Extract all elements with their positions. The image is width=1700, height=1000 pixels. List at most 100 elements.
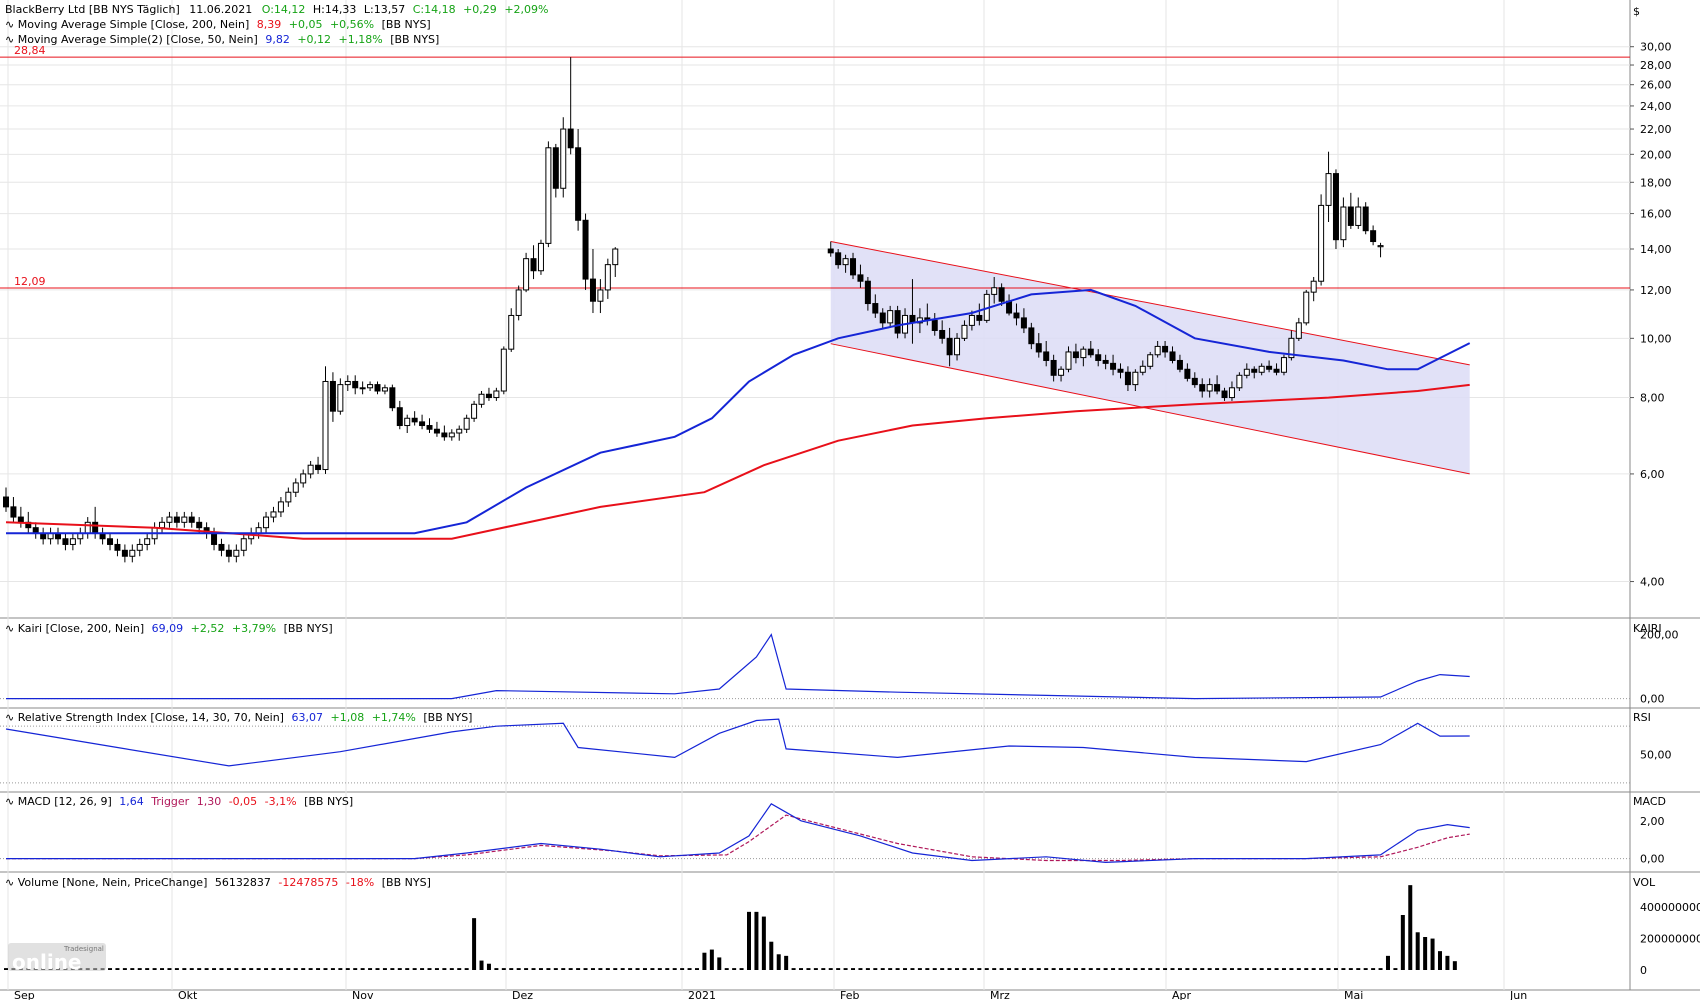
volume-bar	[1125, 968, 1130, 970]
volume-bar	[108, 968, 113, 970]
volume-bar	[442, 968, 447, 970]
logo-brand: Tradesignal	[63, 945, 104, 953]
open-value: O:14,12	[262, 3, 306, 16]
macd-tick-label: 2,00	[1640, 815, 1665, 828]
volume-bar	[1356, 968, 1361, 970]
candle-down	[329, 380, 336, 412]
candle-up	[1355, 206, 1362, 226]
ma50-icon: ∿	[5, 33, 14, 46]
volume-bar	[657, 968, 662, 970]
candle-up	[1154, 345, 1161, 356]
volume-bar	[538, 968, 543, 970]
symbol-name: BlackBerry Ltd [BB NYS Täglich]	[5, 3, 180, 16]
volume-bar	[531, 968, 536, 970]
candle-down	[225, 549, 232, 557]
volume-bar	[1393, 968, 1398, 970]
candle-down	[1273, 368, 1280, 373]
volume-bar	[784, 955, 789, 970]
volume-bar	[301, 968, 306, 970]
month-label: 2021	[688, 989, 716, 1000]
candle-down	[433, 428, 440, 434]
volume-bar	[4, 968, 8, 970]
kairi-axis-label: KAIRI	[1633, 622, 1662, 635]
candle-up	[448, 432, 455, 438]
candle-down	[552, 147, 559, 189]
volume-bar	[1148, 968, 1153, 970]
volume-bar	[1222, 968, 1227, 970]
candle-up	[1058, 368, 1065, 376]
volume-bar	[806, 968, 811, 970]
volume-bar	[1007, 968, 1012, 970]
volume-bar	[509, 968, 514, 970]
volume-bar	[1371, 968, 1376, 970]
volume-bar	[903, 968, 908, 970]
candle-down	[939, 329, 946, 339]
volume-bar	[1430, 938, 1435, 970]
candle-up	[292, 482, 299, 493]
volume-bar	[1259, 968, 1264, 970]
candle-down	[1095, 354, 1102, 361]
kairi-pct: +3,79%	[232, 622, 276, 635]
ma50-pct: +1,18%	[339, 33, 383, 46]
volume-change: -12478575	[278, 876, 338, 889]
volume-bar	[1385, 955, 1390, 970]
volume-bar	[1244, 968, 1249, 970]
volume-bar	[851, 968, 856, 970]
candle-down	[1169, 351, 1176, 361]
volume-bar	[843, 968, 848, 970]
candle-up	[1295, 322, 1302, 339]
candle-down	[1266, 365, 1273, 370]
volume-bar	[457, 968, 462, 970]
volume-bar	[702, 952, 707, 970]
candle-down	[530, 258, 537, 272]
candle-up	[240, 538, 247, 551]
candle-up	[1377, 245, 1384, 248]
volume-bar	[724, 968, 729, 970]
rsi-tick-label: 50,00	[1640, 749, 1672, 762]
candle-down	[575, 147, 582, 221]
volume-bar	[709, 949, 714, 970]
volume-bar	[293, 968, 298, 970]
volume-bar	[969, 968, 974, 970]
volume-bar	[434, 968, 439, 970]
ma200-line	[5, 383, 1470, 540]
logo-background	[8, 943, 106, 971]
candle-up	[1303, 291, 1310, 324]
volume-bar	[1163, 968, 1168, 970]
legend-ma50: ∿ Moving Average Simple(2) [Close, 50, N…	[5, 33, 439, 46]
candle-down	[1362, 206, 1369, 232]
volume-tick-label: 200000000	[1640, 933, 1700, 946]
volume-bar	[576, 968, 581, 970]
channel-upper-line	[830, 241, 1470, 366]
volume-bar	[1311, 968, 1316, 970]
volume-icon: ∿	[5, 876, 14, 889]
volume-bar	[472, 918, 477, 970]
volume-bar	[479, 960, 484, 970]
month-label: Okt	[178, 989, 198, 1000]
month-label: Nov	[352, 989, 374, 1000]
volume-bar	[1326, 968, 1331, 970]
volume-bar	[984, 968, 989, 970]
indicators	[0, 633, 1630, 864]
candle-down	[827, 248, 834, 254]
volume-bar	[271, 968, 276, 970]
volume-bar	[910, 968, 915, 970]
candle-up	[270, 511, 277, 518]
rsi-value: 63,07	[291, 711, 323, 724]
candle-up	[1280, 357, 1287, 373]
candle-up	[367, 384, 374, 389]
volume-bar	[546, 968, 551, 970]
price-unit-label: $	[1633, 5, 1640, 18]
candle-down	[1199, 384, 1206, 392]
volume-bar	[732, 968, 737, 970]
volume-bar	[1437, 951, 1442, 970]
volume-bar	[516, 968, 521, 970]
candle-up	[159, 521, 166, 529]
volume-bar	[1378, 968, 1383, 970]
candle-down	[1028, 327, 1035, 345]
volume-bar	[160, 968, 165, 970]
candle-up	[285, 491, 292, 503]
candle-down	[1110, 362, 1117, 370]
candle-up	[129, 549, 136, 557]
legend-header: BlackBerry Ltd [BB NYS Täglich] 11.06.20…	[5, 3, 548, 16]
